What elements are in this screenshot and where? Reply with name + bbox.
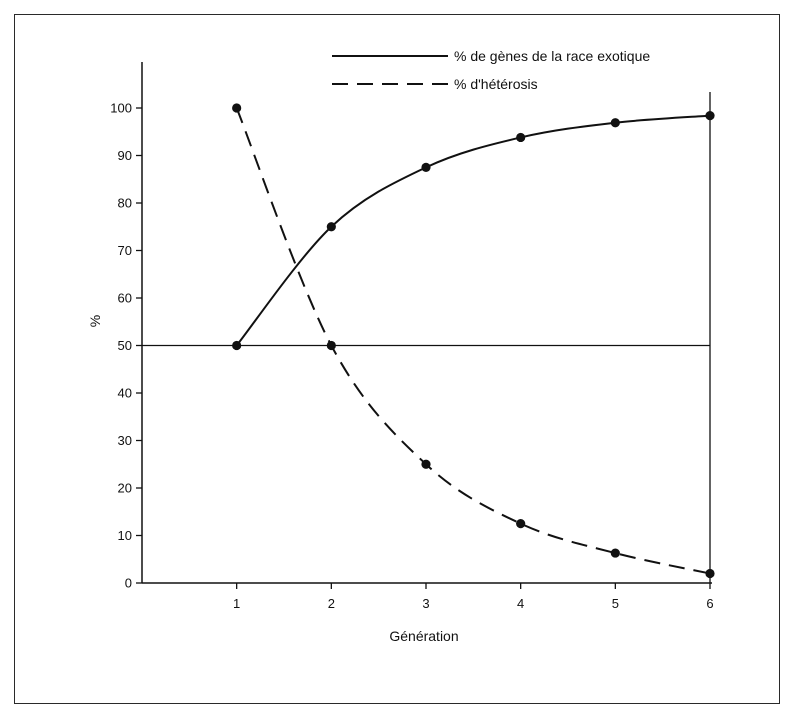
y-tick-label-80: 80	[118, 196, 132, 211]
legend: % de gènes de la race exotique % d'hétéro…	[332, 48, 650, 92]
x-axis-title: Génération	[389, 628, 458, 644]
y-tick-label-40: 40	[118, 386, 132, 401]
y-axis-title: %	[87, 315, 103, 327]
y-tick-label-20: 20	[118, 481, 132, 496]
series-1-point-2	[326, 222, 336, 232]
legend-label-2: % d'hétérosis	[454, 76, 538, 92]
series-group	[232, 103, 715, 579]
series-line-2	[235, 107, 711, 575]
series-line-1	[235, 114, 711, 347]
series-1-point-3	[421, 162, 431, 172]
series-2-point-2	[326, 340, 336, 351]
x-tick-label-2: 2	[328, 596, 335, 611]
x-tick-label-5: 5	[612, 596, 619, 611]
series-1-point-4	[516, 132, 526, 143]
x-tick-label-4: 4	[517, 596, 524, 611]
y-tick-label-60: 60	[118, 291, 132, 306]
y-tick-label-0: 0	[125, 576, 132, 591]
y-tick-label-30: 30	[118, 433, 132, 448]
x-tick-label-3: 3	[422, 596, 429, 611]
series-2-point-1	[232, 103, 242, 113]
y-tick-label-90: 90	[118, 148, 132, 163]
y-tick-label-50: 50	[118, 338, 132, 353]
series-1-point-1	[232, 340, 242, 351]
series-2-point-3	[421, 459, 431, 469]
y-tick-label-100: 100	[110, 101, 132, 116]
series-2-point-6	[705, 568, 715, 579]
series-2-point-5	[610, 548, 620, 558]
x-tick-label-1: 1	[233, 596, 240, 611]
line-chart: 0 10 20 30 40 50 60 70 80 90 100 1 2 3 4 5 6 % de gènes …	[87, 48, 715, 644]
axes: 0 10 20 30 40 50 60 70 80 90 100 1 2 3 4 5 6	[110, 62, 714, 611]
legend-label-1: % de gènes de la race exotique	[454, 48, 650, 64]
series-1-point-5	[610, 118, 620, 128]
series-1-point-6	[705, 111, 715, 121]
y-tick-label-10: 10	[118, 528, 132, 543]
x-tick-label-6: 6	[706, 596, 713, 611]
series-2-point-4	[516, 519, 526, 529]
y-tick-label-70: 70	[118, 243, 132, 258]
